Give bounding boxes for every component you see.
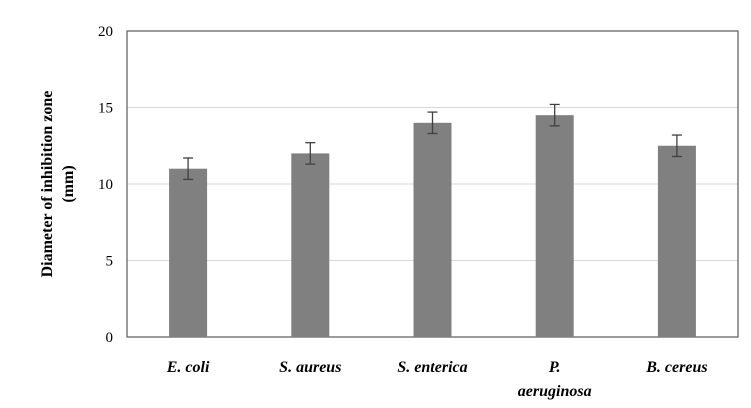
error-bar [549,103,560,127]
error-bar [671,134,682,158]
error-bar [183,157,194,181]
error-bar [305,142,316,165]
bar [413,122,452,337]
y-tick-label: 10 [98,177,113,193]
y-axis-title: Diameter of inhibition zone (mm) [39,91,77,278]
x-category-label: S. aureus [279,359,341,376]
x-category-label: S. enterica [397,359,467,376]
error-bar [427,111,438,135]
y-tick-label: 0 [106,330,114,346]
bar [169,168,208,337]
error-bars [183,103,682,181]
x-category-label: B. cereus [645,359,707,376]
x-category-label: P. aeruginosa [518,359,592,400]
bar [535,115,574,338]
x-category-labels: E. coli S. aureus S. enterica P. aeruginosa B… [166,359,708,400]
bar [291,153,330,337]
x-category-label: E. coli [166,359,210,376]
y-tick-label: 15 [98,101,113,117]
y-tick-label: 5 [106,254,114,270]
y-tick-label: 20 [98,24,113,40]
bars [169,115,696,338]
bar [657,145,696,337]
y-tick-labels: 0 5 10 15 20 [98,24,113,346]
